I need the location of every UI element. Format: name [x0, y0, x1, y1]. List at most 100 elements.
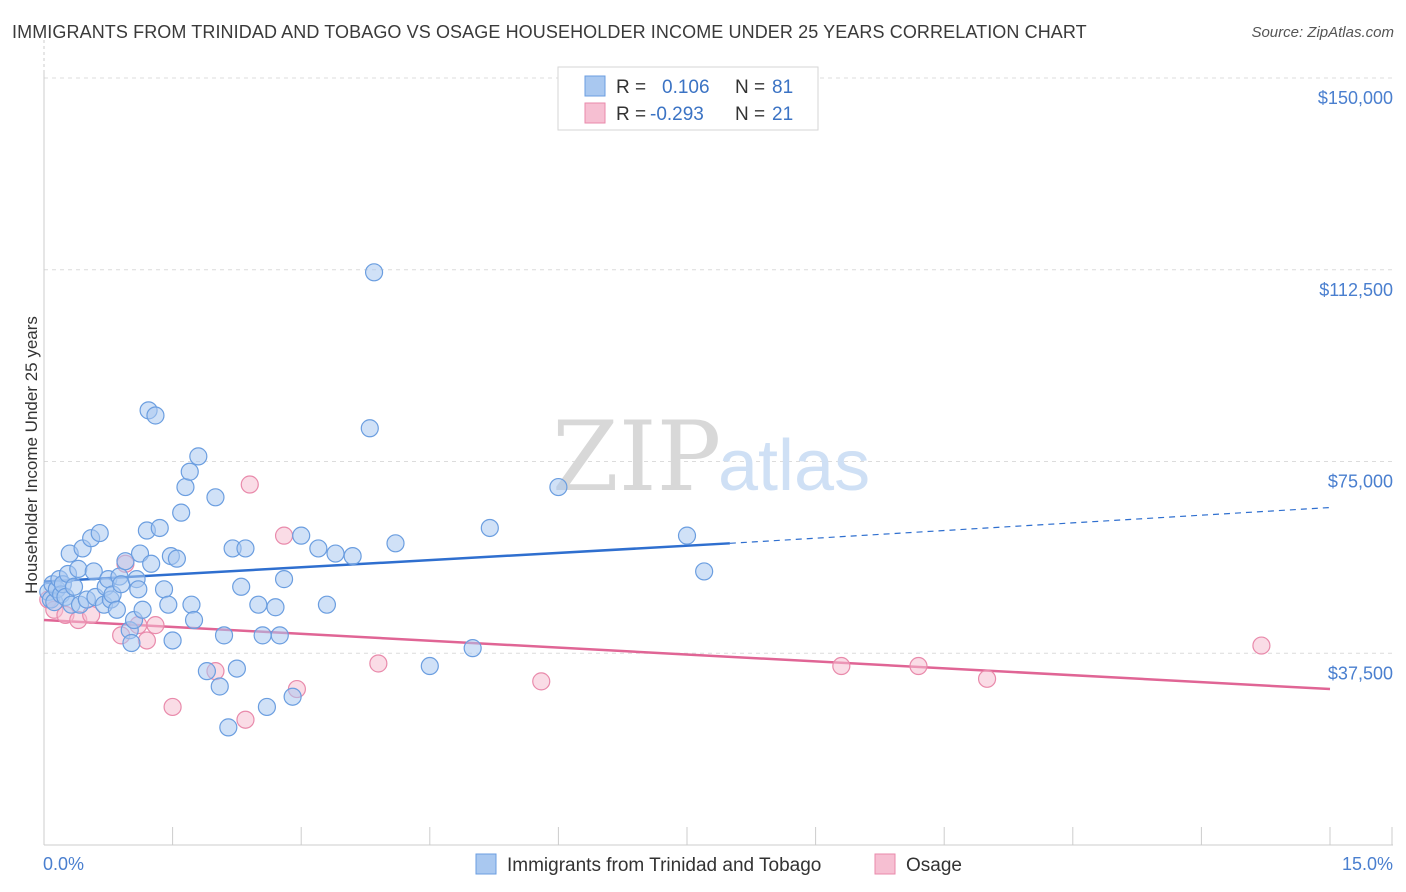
- point-osage: [274, 526, 294, 545]
- point-immigrants: [84, 562, 103, 581]
- y-tick-label: $112,500: [1319, 280, 1393, 300]
- point-immigrants: [270, 626, 289, 645]
- point-immigrants: [214, 626, 234, 645]
- trend-line-immigrants-extension: [729, 506, 1331, 544]
- legend-swatch-pink: [584, 102, 606, 124]
- legend-n-value-2: 21: [772, 104, 793, 125]
- data-points: [39, 263, 1271, 737]
- point-immigrants: [90, 523, 109, 543]
- point-immigrants: [129, 580, 148, 599]
- series-legend-label-blue: Immigrants from Trinidad and Tobago: [507, 855, 821, 876]
- point-osage: [532, 672, 551, 691]
- point-osage: [832, 656, 851, 676]
- chart-title: IMMIGRANTS FROM TRINIDAD AND TOBAGO VS O…: [12, 22, 1087, 42]
- point-immigrants: [154, 580, 174, 599]
- point-immigrants: [420, 656, 439, 676]
- watermark-zip: ZIP: [552, 401, 721, 513]
- watermark-atlas: atlas: [718, 426, 870, 506]
- series-legend: Immigrants from Trinidad and Tobago Osag…: [475, 853, 962, 876]
- point-immigrants: [227, 659, 246, 678]
- point-immigrants: [142, 554, 161, 573]
- point-immigrants: [172, 503, 191, 522]
- legend-swatch-blue: [584, 75, 606, 97]
- point-immigrants: [180, 462, 199, 481]
- point-immigrants: [130, 544, 150, 563]
- series-legend-swatch-blue: [475, 853, 497, 875]
- point-immigrants: [133, 600, 152, 619]
- series-legend-swatch-pink: [874, 853, 896, 875]
- point-immigrants: [69, 559, 88, 578]
- point-immigrants: [197, 662, 216, 681]
- point-immigrants: [343, 546, 362, 566]
- point-osage: [369, 654, 388, 673]
- legend-n-value-1: 81: [772, 77, 793, 98]
- legend-r-value-2: -0.293: [650, 104, 704, 125]
- legend-n-label-1: N =: [735, 77, 765, 98]
- point-immigrants: [64, 577, 84, 596]
- trend-line-immigrants: [43, 542, 730, 583]
- point-immigrants: [360, 419, 379, 438]
- trend-line-osage: [43, 618, 1331, 691]
- legend-r-value-1: 0.106: [662, 77, 710, 98]
- point-immigrants: [386, 534, 405, 553]
- correlation-legend: R = 0.106 N = 81 R = -0.293 N = 21: [557, 66, 819, 131]
- point-immigrants: [677, 526, 697, 545]
- legend-n-label-2: N =: [735, 104, 765, 125]
- y-tick-labels: $37,500 $75,000 $112,500 $150,000: [1318, 88, 1393, 683]
- point-immigrants: [317, 595, 337, 614]
- source-label: Source: ZipAtlas.com: [1251, 24, 1394, 41]
- point-immigrants: [210, 677, 229, 696]
- point-immigrants: [463, 639, 482, 658]
- point-immigrants: [253, 626, 272, 645]
- point-immigrants: [167, 549, 186, 568]
- point-immigrants: [364, 263, 384, 282]
- point-immigrants: [236, 539, 255, 558]
- point-immigrants: [146, 406, 165, 425]
- point-osage: [977, 669, 997, 688]
- point-osage: [1252, 636, 1271, 655]
- y-tick-label: $150,000: [1318, 88, 1393, 108]
- point-immigrants: [122, 633, 141, 653]
- point-immigrants: [107, 600, 126, 619]
- point-immigrants: [219, 718, 238, 737]
- point-immigrants: [159, 595, 178, 614]
- x-tick-label-min: 0.0%: [43, 854, 84, 874]
- point-immigrants: [182, 595, 201, 614]
- y-tick-label: $37,500: [1328, 663, 1393, 683]
- point-immigrants: [695, 562, 714, 581]
- series-legend-label-pink: Osage: [906, 855, 962, 876]
- point-immigrants: [549, 477, 568, 497]
- point-immigrants: [116, 552, 135, 571]
- point-immigrants: [189, 447, 208, 466]
- point-immigrants: [112, 575, 131, 594]
- point-immigrants: [480, 518, 499, 538]
- point-immigrants: [326, 544, 345, 563]
- point-osage: [909, 656, 928, 676]
- point-immigrants: [206, 488, 225, 507]
- point-immigrants: [283, 687, 302, 706]
- point-immigrants: [292, 526, 311, 545]
- point-immigrants: [163, 631, 182, 650]
- point-immigrants: [266, 598, 285, 617]
- y-axis-label: Householder Income Under 25 years: [22, 316, 41, 594]
- axes: [43, 40, 1393, 846]
- point-immigrants: [309, 539, 328, 558]
- point-osage: [137, 631, 156, 650]
- point-osage: [163, 697, 182, 717]
- y-tick-label: $75,000: [1328, 472, 1393, 492]
- point-osage: [240, 475, 259, 494]
- legend-r-label-2: R =: [616, 104, 646, 125]
- point-immigrants: [274, 570, 294, 589]
- point-immigrants: [257, 697, 277, 717]
- point-immigrants: [150, 518, 169, 538]
- point-osage: [146, 616, 165, 635]
- gridlines: [44, 77, 1393, 654]
- watermark: ZIP atlas: [552, 401, 870, 513]
- point-immigrants: [176, 477, 195, 497]
- point-immigrants: [184, 610, 204, 630]
- x-tick-label-max: 15.0%: [1342, 854, 1393, 874]
- point-osage: [236, 710, 255, 729]
- legend-r-label-1: R =: [616, 77, 646, 98]
- point-immigrants: [232, 577, 251, 596]
